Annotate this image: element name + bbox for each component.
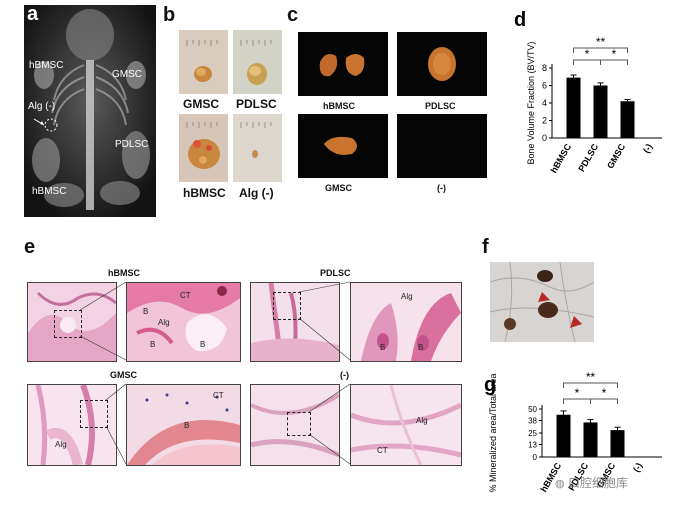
- photo-gmsc: [179, 30, 228, 94]
- photo-hbmsc: [179, 114, 228, 182]
- anno-alg-1: Alg: [158, 318, 170, 327]
- y-tick-label: 0: [533, 453, 538, 462]
- significance-marker: *: [612, 47, 617, 61]
- zoom-box-e2: [273, 292, 301, 320]
- anno-ct-2: CT: [213, 391, 224, 400]
- label-e-neg: (-): [340, 370, 349, 380]
- panel-a-letter: a: [27, 5, 39, 25]
- panel-d-letter: d: [514, 9, 526, 31]
- significance-bracket: [600, 59, 628, 65]
- zoom-box-e1: [54, 310, 82, 338]
- hist-pdlsc-high: [350, 282, 462, 362]
- y-tick-label: 4: [542, 98, 547, 108]
- hist-pdlsc-low: [250, 282, 340, 362]
- anno-b-6: B: [184, 421, 190, 430]
- y-tick-label: 2: [542, 116, 547, 126]
- ct-negative: [397, 114, 487, 178]
- photo-alg: [233, 114, 282, 182]
- y-tick-label: 50: [528, 405, 537, 414]
- category-label: (-): [641, 142, 654, 155]
- panel-f-letter: f: [482, 236, 489, 258]
- wechat-icon: ◍: [555, 478, 565, 490]
- photo-pdlsc: [233, 30, 282, 94]
- significance-marker: **: [596, 35, 606, 49]
- hist-gmsc-high: [126, 384, 241, 466]
- label-c-neg: (-): [437, 183, 446, 193]
- bar: [556, 414, 571, 457]
- anno-b-2: B: [200, 340, 206, 349]
- bar: [610, 430, 625, 457]
- anno-b-3: B: [150, 340, 156, 349]
- significance-marker: *: [585, 47, 590, 61]
- label-b-alg: Alg (-): [239, 186, 274, 200]
- anno-alg-2: Alg: [401, 292, 413, 301]
- ct-pdlsc: [397, 32, 487, 96]
- y-tick-label: 8: [542, 63, 547, 73]
- ct-hbmsc: [298, 32, 388, 96]
- y-tick-label: 0: [542, 133, 547, 143]
- anno-alg-4: Alg: [416, 416, 428, 425]
- label-pdlsc: PDLSC: [115, 139, 149, 150]
- significance-bracket: [590, 398, 618, 404]
- y-tick-label: 38: [528, 417, 537, 426]
- anno-ct-1: CT: [180, 291, 191, 300]
- label-alg: Alg (-): [28, 101, 56, 112]
- panel-g-letter: g: [484, 374, 496, 396]
- label-gmsc: GMSC: [112, 69, 142, 80]
- watermark: ◍ 口腔细胞库: [555, 474, 628, 491]
- hist-neg-high: [350, 384, 462, 466]
- y-tick-label: 13: [528, 441, 537, 450]
- label-c-gmsc: GMSC: [325, 183, 352, 193]
- label-b-pdlsc: PDLSC: [236, 97, 277, 111]
- chart-g: g 0 13 25 38 50 % Mineralized area/Total area…: [484, 370, 662, 494]
- category-label: (-): [631, 461, 644, 474]
- anno-b-4: B: [380, 343, 386, 352]
- anno-b-1: B: [143, 307, 149, 316]
- anno-b-5: B: [418, 343, 424, 352]
- label-e-pdlsc: PDLSC: [320, 268, 351, 278]
- y-axis-label: Bone Volume Fraction (BV/TV): [526, 41, 536, 164]
- bar: [566, 77, 581, 138]
- ct-gmsc: [298, 114, 388, 178]
- significance-marker: **: [586, 370, 596, 384]
- label-e-gmsc: GMSC: [110, 370, 137, 380]
- xray-image: [24, 5, 156, 217]
- panel-b-letter: b: [163, 4, 176, 26]
- label-b-hbmsc: hBMSC: [183, 186, 226, 200]
- label-c-hbmsc: hBMSC: [323, 101, 355, 111]
- bar: [593, 85, 608, 138]
- label-b-gmsc: GMSC: [183, 97, 219, 111]
- significance-marker: *: [602, 386, 607, 400]
- zoom-box-e4: [287, 412, 311, 436]
- anno-alg-3: Alg: [55, 440, 67, 449]
- significance-bracket: [573, 47, 628, 53]
- anno-ct-3: CT: [377, 446, 388, 455]
- label-c-pdlsc: PDLSC: [425, 101, 456, 111]
- panel-e-letter: e: [24, 236, 36, 258]
- significance-marker: *: [575, 386, 580, 400]
- zoom-box-e3: [80, 400, 108, 428]
- label-hbmsc-top: hBMSC: [29, 60, 64, 71]
- hist-gmsc-low: [27, 384, 117, 466]
- significance-bracket: [563, 382, 618, 388]
- label-e-hbmsc: hBMSC: [108, 268, 140, 278]
- hist-neg-low: [250, 384, 340, 466]
- y-tick-label: 25: [528, 429, 537, 438]
- bar: [583, 422, 598, 457]
- bar: [620, 101, 635, 138]
- xray-panel: a hBMSC GMSC Alg (-) PDLSC hBMSC: [24, 5, 156, 217]
- watermark-text: 口腔细胞库: [567, 476, 628, 490]
- label-hbmsc-bottom: hBMSC: [32, 186, 67, 197]
- y-tick-label: 6: [542, 81, 547, 91]
- stain-image: [490, 262, 594, 342]
- panel-c-letter: c: [287, 4, 299, 26]
- y-axis-label: % Mineralized area/Total area: [488, 373, 498, 492]
- hist-hbmsc-high: [126, 282, 241, 362]
